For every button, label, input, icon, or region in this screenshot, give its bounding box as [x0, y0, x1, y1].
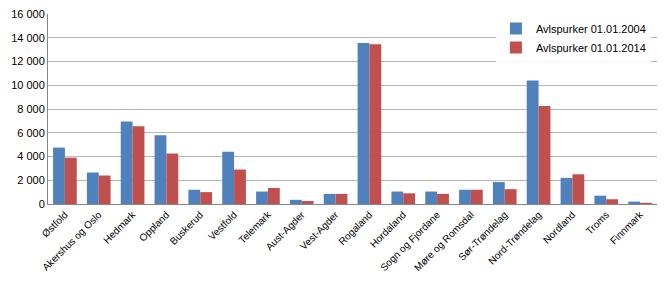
svg-text:Avlspurker 01.01.2014: Avlspurker 01.01.2014 — [536, 42, 646, 54]
svg-text:2 000: 2 000 — [17, 174, 45, 186]
svg-text:Troms: Troms — [584, 209, 612, 237]
svg-text:Rogaland: Rogaland — [336, 209, 374, 247]
svg-text:Oppland: Oppland — [137, 209, 172, 244]
svg-text:Nordland: Nordland — [541, 209, 577, 245]
svg-text:16 000: 16 000 — [11, 8, 45, 20]
svg-text:Nord-Trøndelag: Nord-Trøndelag — [486, 209, 543, 266]
svg-text:4 000: 4 000 — [17, 150, 45, 162]
svg-text:10 000: 10 000 — [11, 79, 45, 91]
svg-text:Sogn og Fjordane: Sogn og Fjordane — [378, 209, 442, 273]
svg-text:8 000: 8 000 — [17, 103, 45, 115]
svg-text:Møre og Romsdal: Møre og Romsdal — [412, 209, 476, 273]
svg-text:Akershus og Oslo: Akershus og Oslo — [40, 209, 104, 273]
svg-text:Østfold: Østfold — [40, 209, 70, 239]
svg-text:Vest-Agder: Vest-Agder — [298, 209, 341, 252]
svg-text:6 000: 6 000 — [17, 127, 45, 139]
svg-text:Avlspurker 01.01.2004: Avlspurker 01.01.2004 — [536, 23, 646, 35]
svg-text:Buskerud: Buskerud — [168, 209, 206, 247]
svg-text:Aust-Agder: Aust-Agder — [264, 209, 308, 253]
svg-text:12 000: 12 000 — [11, 55, 45, 67]
svg-text:Vestfold: Vestfold — [206, 209, 239, 242]
svg-text:Sør-Trøndelag: Sør-Trøndelag — [456, 209, 509, 262]
svg-text:Hordaland: Hordaland — [368, 209, 408, 249]
svg-text:14 000: 14 000 — [11, 32, 45, 44]
svg-text:0: 0 — [39, 198, 45, 210]
svg-text:Finnmark: Finnmark — [608, 208, 646, 246]
svg-text:Telemark: Telemark — [236, 208, 273, 245]
svg-text:Hedmark: Hedmark — [101, 208, 138, 245]
